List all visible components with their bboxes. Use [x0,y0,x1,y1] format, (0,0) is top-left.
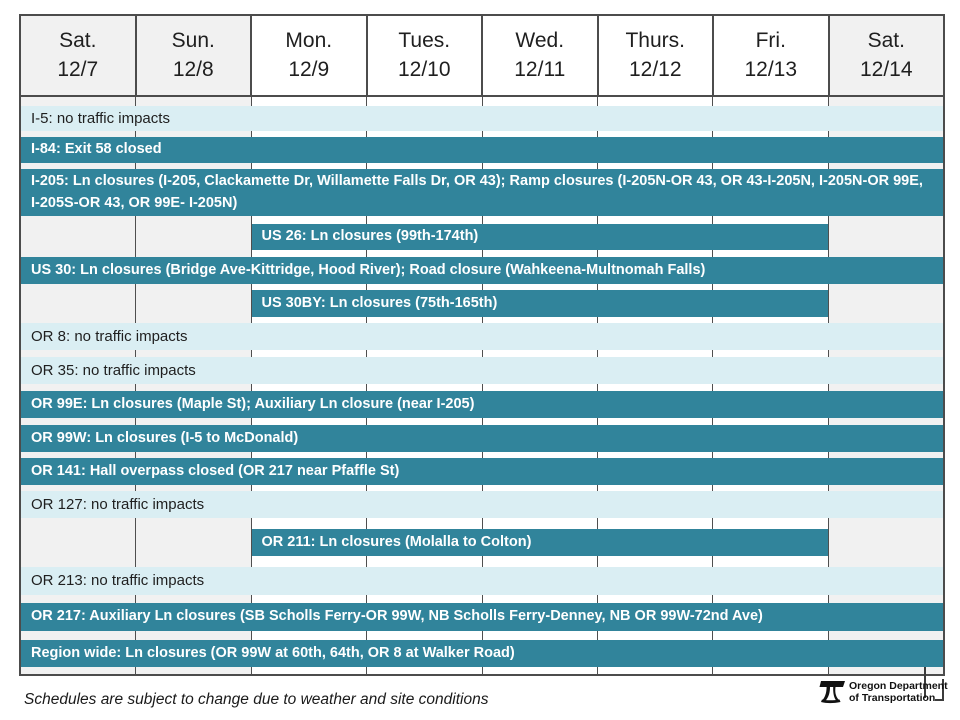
schedule-bar-i205: I-205: Ln closures (I-205, Clackamette D… [21,169,943,216]
bar-label: OR 8: no traffic impacts [31,327,188,345]
day-date: 12/12 [628,57,682,81]
bar-label: OR 217: Auxiliary Ln closures (SB Scholl… [31,608,763,625]
column-thurs-12-12 [598,97,714,674]
schedule-bar-or211: OR 211: Ln closures (Molalla to Colton) [251,529,828,556]
schedule-bar-or99e: OR 99E: Ln closures (Maple St); Auxiliar… [21,391,943,418]
day-header-thurs-12-12: Thurs. 12/12 [598,16,714,95]
bar-label: OR 99E: Ln closures (Maple St); Auxiliar… [31,395,475,412]
column-tues-12-10 [367,97,483,674]
column-wed-12-11 [483,97,598,674]
day-header-fri-12-13: Fri. 12/13 [714,16,830,95]
frame-mark-right [942,679,944,701]
bar-label: US 30: Ln closures (Bridge Ave-Kittridge… [31,261,706,278]
schedule-bar-us26: US 26: Ln closures (99th-174th) [251,224,828,250]
day-header-sat-12-14: Sat. 12/14 [829,16,943,95]
odot-t-icon [819,681,845,704]
day-date: 12/14 [859,57,913,81]
schedule-bar-or35: OR 35: no traffic impacts [21,357,943,384]
schedule-bar-region-wide: Region wide: Ln closures (OR 99W at 60th… [21,640,943,667]
day-header-sun-12-8: Sun. 12/8 [136,16,252,95]
schedule-bar-or8: OR 8: no traffic impacts [21,323,943,350]
day-header-wed-12-11: Wed. 12/11 [483,16,599,95]
bar-label: I-5: no traffic impacts [31,109,170,127]
schedule-bar-us30: US 30: Ln closures (Bridge Ave-Kittridge… [21,257,943,284]
odot-logo-line1: Oregon Department [849,680,948,692]
schedule-table: Sat. 12/7 Sun. 12/8 Mon. 12/9 Tues. 12/1… [19,14,945,676]
column-fri-12-13 [713,97,829,674]
day-name: Wed. [515,29,565,53]
day-name: Mon. [285,29,333,53]
day-date: 12/9 [288,57,330,81]
bar-label: I-84: Exit 58 closed [31,141,162,158]
schedule-bar-us30by: US 30BY: Ln closures (75th-165th) [251,290,828,317]
frame-mark-left [924,664,926,698]
frame-mark-right-foot [935,699,944,701]
odot-logo: Oregon Department of Transportation [818,677,948,704]
schedule-bar-or217: OR 217: Auxiliary Ln closures (SB Scholl… [21,603,943,631]
day-header-mon-12-9: Mon. 12/9 [252,16,368,95]
schedule-bar-i5: I-5: no traffic impacts [21,106,943,131]
schedule-bar-or141: OR 141: Hall overpass closed (OR 217 nea… [21,458,943,485]
day-date: 12/13 [744,57,798,81]
bar-label: OR 127: no traffic impacts [31,495,205,513]
column-mon-12-9 [252,97,368,674]
bar-label: US 26: Ln closures (99th-174th) [261,228,479,245]
bar-label: US 30BY: Ln closures (75th-165th) [261,294,498,311]
bar-label: Region wide: Ln closures (OR 99W at 60th… [31,644,515,661]
odot-logo-line2: of Transportation [849,691,936,704]
day-date: 12/11 [514,57,566,81]
day-header-row: Sat. 12/7 Sun. 12/8 Mon. 12/9 Tues. 12/1… [21,16,943,97]
day-date: 12/7 [57,57,99,81]
bar-label: OR 99W: Ln closures (I-5 to McDonald) [31,429,299,446]
bar-label: OR 35: no traffic impacts [31,361,196,379]
day-date: 12/8 [172,57,214,81]
day-header-sat-12-7: Sat. 12/7 [21,16,137,95]
bar-label: OR 141: Hall overpass closed (OR 217 nea… [31,462,400,479]
odot-logo-text: Oregon Department of Transportation [849,677,948,704]
bar-label: OR 211: Ln closures (Molalla to Colton) [261,533,532,550]
day-name: Thurs. [625,29,685,53]
day-name: Sun. [171,29,215,53]
schedule-bar-or127: OR 127: no traffic impacts [21,491,943,518]
schedule-bar-i84: I-84: Exit 58 closed [21,137,943,163]
day-name: Sat. [59,29,97,53]
schedule-disclaimer: Schedules are subject to change due to w… [24,691,489,708]
day-name: Sat. [867,29,905,53]
bar-label: OR 213: no traffic impacts [31,572,205,590]
schedule-bar-or213: OR 213: no traffic impacts [21,567,943,595]
day-date: 12/10 [397,57,451,81]
schedule-body: I-5: no traffic impacts I-84: Exit 58 cl… [21,97,943,674]
schedule-bar-or99w: OR 99W: Ln closures (I-5 to McDonald) [21,425,943,452]
bar-label: I-205: Ln closures (I-205, Clackamette D… [31,173,923,211]
day-name: Tues. [398,29,451,53]
day-header-tues-12-10: Tues. 12/10 [367,16,483,95]
day-name: Fri. [755,29,786,53]
